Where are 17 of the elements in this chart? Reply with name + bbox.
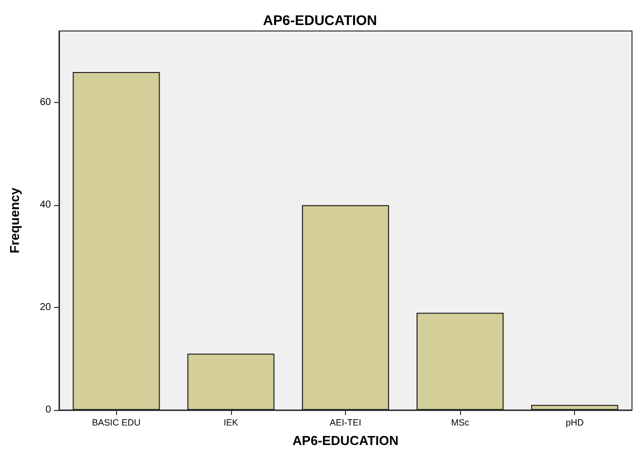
x-tick-label: BASIC EDU	[92, 418, 141, 428]
bar	[72, 72, 160, 410]
bar	[531, 404, 618, 410]
y-axis-title: Frequency	[7, 186, 22, 254]
x-axis-title: AP6-EDUCATION	[292, 433, 398, 448]
y-tick-label: 40	[40, 200, 52, 211]
x-tick-label: IEK	[224, 418, 238, 428]
x-tick-label: pHD	[566, 418, 584, 428]
bar	[187, 354, 274, 410]
bar	[302, 205, 390, 410]
y-tick-label: 0	[45, 404, 52, 416]
x-tick-label: AEI-TEI	[330, 418, 362, 428]
y-tick-label: 20	[40, 302, 52, 314]
y-tick-label: 60	[40, 97, 52, 108]
x-tick-label: MSc	[451, 418, 470, 428]
chart-title: AP6-EDUCATION	[262, 12, 378, 28]
bar	[416, 312, 504, 410]
